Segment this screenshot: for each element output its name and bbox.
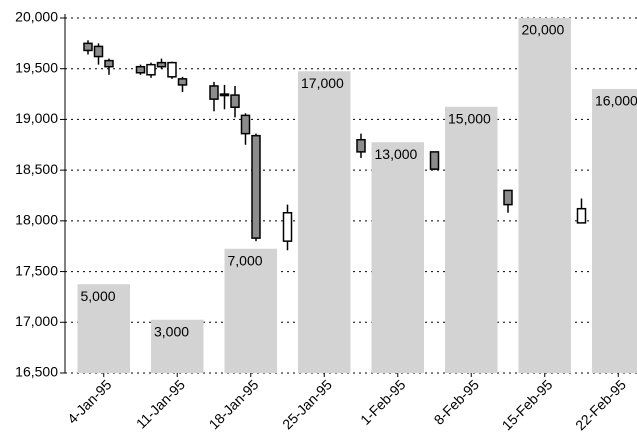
candle-body	[135, 65, 146, 74]
x-tick-label: 4-Jan-95	[64, 376, 115, 427]
y-tick-label: 19,500	[15, 59, 58, 75]
volume-bar	[77, 284, 130, 373]
volume-label: 20,000	[522, 22, 565, 38]
candle-body	[209, 85, 219, 100]
volume-bar	[151, 319, 204, 373]
y-tick-label: 17,500	[15, 262, 58, 278]
volume-bar	[592, 89, 637, 373]
volume-bar	[445, 106, 498, 373]
y-tick-label: 18,500	[15, 161, 58, 177]
candle-body	[219, 93, 230, 97]
y-tick-label: 18,000	[15, 212, 58, 228]
volume-bar	[298, 71, 351, 373]
candle-body	[156, 61, 167, 68]
candle-body	[104, 59, 114, 68]
volume-label: 3,000	[154, 323, 189, 339]
volume-label: 16,000	[595, 93, 637, 109]
candle-body	[146, 63, 156, 76]
y-tick-label: 16,500	[15, 364, 58, 380]
y-tick-label: 17,000	[15, 313, 58, 329]
candle-body	[177, 78, 188, 86]
candle-body	[83, 42, 93, 52]
volume-label: 15,000	[448, 110, 491, 126]
x-tick-label: 15-Feb-95	[499, 376, 556, 433]
x-tick-label: 18-Jan-95	[206, 376, 262, 432]
volume-label: 5,000	[81, 288, 116, 304]
volume-bar	[518, 18, 571, 373]
candle-body	[282, 211, 293, 242]
volume-label: 13,000	[375, 146, 418, 162]
volume-label: 17,000	[301, 75, 344, 91]
candle-body	[429, 151, 440, 170]
candle-body	[251, 134, 261, 239]
candle-body	[167, 61, 177, 78]
candle-body	[356, 138, 366, 153]
x-tick-label: 8-Feb-95	[431, 376, 483, 428]
candle-body	[503, 189, 513, 206]
y-tick-label: 20,000	[15, 9, 58, 25]
x-tick-label: 11-Jan-95	[133, 376, 188, 431]
x-tick-label: 25-Jan-95	[279, 376, 335, 432]
volume-bar	[371, 142, 424, 373]
candle-body	[576, 207, 587, 224]
volume-bar	[224, 248, 277, 373]
candle-body	[240, 114, 251, 135]
volume-label: 7,000	[228, 252, 263, 268]
candle-body	[93, 45, 104, 58]
x-tick-label: 1-Feb-95	[357, 376, 409, 428]
x-tick-label: 22-Feb-95	[572, 376, 629, 433]
y-tick-label: 19,000	[15, 110, 58, 126]
candle-body	[230, 94, 240, 109]
